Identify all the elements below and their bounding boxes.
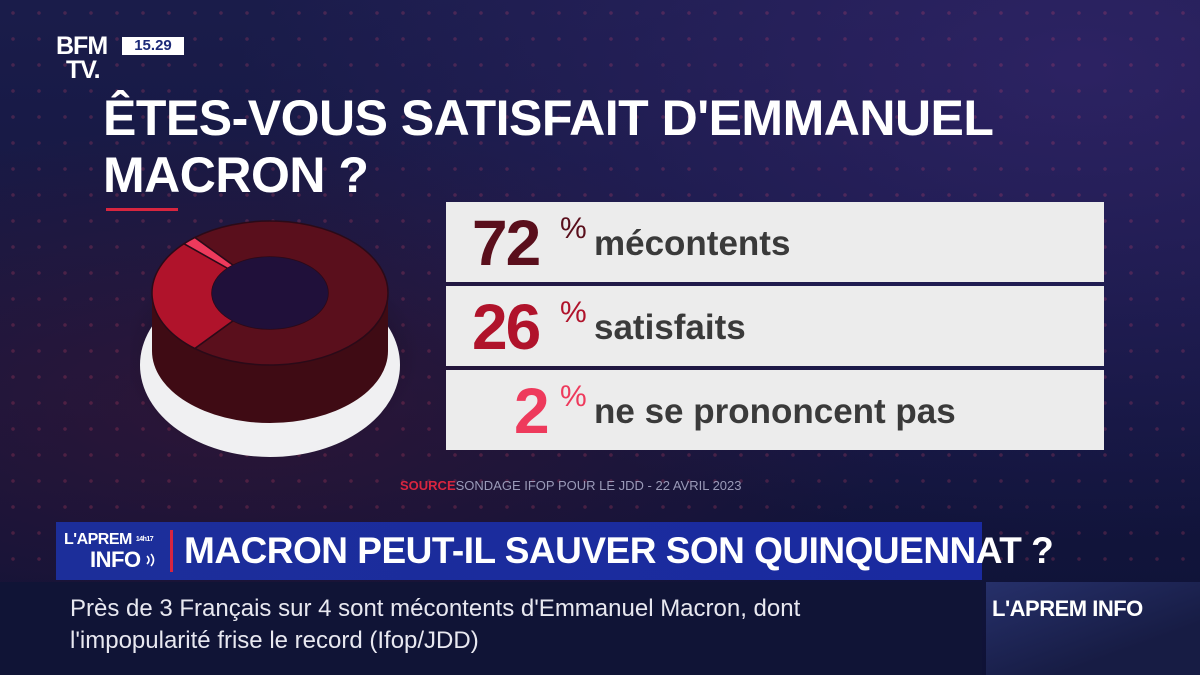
result-row-nsp: 2 % ne se prononcent pas [446,370,1104,450]
bfmtv-logo: BFM TV. 15.29 [56,34,186,84]
ticker-line-1: Près de 3 Français sur 4 sont mécontents… [70,594,800,624]
source-text: SONDAGE IFOP POUR LE JDD - 22 AVRIL 2023 [456,478,742,493]
show-logo-name: L'APREM [64,531,132,548]
chart-title: ÊTES-VOUS SATISFAIT D'EMMANUEL MACRON ? [103,90,1063,204]
show-logo-line2: INFO [90,549,141,571]
value-label-satisfaits: 26 [472,292,539,362]
corner-label: L'APREM INFO [992,596,1143,622]
donut-top-hole [212,257,328,329]
headline: MACRON PEUT-IL SAUVER SON QUINQUENNAT ? [184,527,1053,575]
ticker: Près de 3 Français sur 4 sont mécontents… [56,582,982,675]
show-logo: L'APREM 14h17 INFO [62,527,162,577]
results-panel: 72 % mécontents 26 % satisfaits 2 % ne s… [446,202,1104,450]
value-label-mecontents: 72 [472,208,539,278]
source-line: SOURCESONDAGE IFOP POUR LE JDD - 22 AVRI… [400,478,742,494]
percent-sign: % [560,214,587,244]
broadcast-wave-icon [144,553,158,567]
category-label-nsp: ne se prononcent pas [594,392,956,432]
source-tag: SOURCE [400,478,456,493]
value-label-nsp: 2 [514,376,548,446]
headline-separator [170,530,173,572]
result-row-mecontents: 72 % mécontents [446,202,1104,282]
logo-bfm: BFM [56,34,107,58]
percent-sign: % [560,298,587,328]
logo-tv: TV. [66,58,100,82]
ticker-line-2: l'impopularité frise le record (Ifop/JDD… [70,626,479,656]
show-logo-line1: L'APREM 14h17 [64,532,153,548]
result-row-satisfaits: 26 % satisfaits [446,286,1104,366]
show-logo-hours: 14h17 [136,536,153,543]
show-corner-badge: L'APREM INFO [986,582,1200,675]
percent-sign: % [560,382,587,412]
clock-badge: 15.29 [122,37,184,55]
category-label-mecontents: mécontents [594,224,790,264]
donut-chart [130,205,420,465]
category-label-satisfaits: satisfaits [594,308,746,348]
